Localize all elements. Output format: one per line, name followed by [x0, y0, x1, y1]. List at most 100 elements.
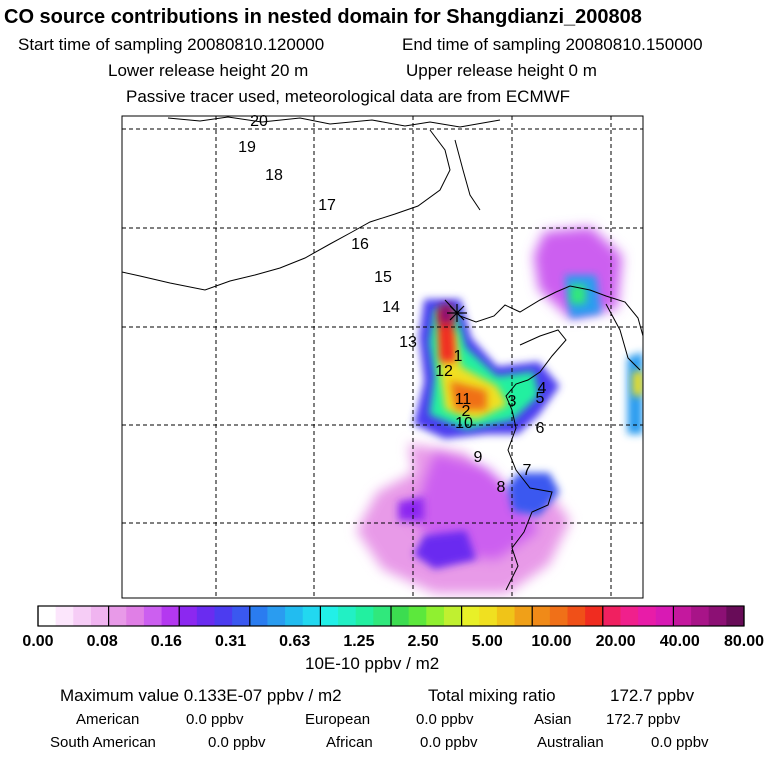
colorbar-swatch — [38, 606, 57, 626]
colorbar-swatch — [285, 606, 304, 626]
australian-value: 0.0 ppbv — [651, 734, 709, 751]
african-value: 0.0 ppbv — [420, 734, 478, 751]
receptor-marker — [449, 305, 465, 321]
trajectory-label: 8 — [497, 479, 506, 496]
colorbar-tick-label: 0.16 — [151, 633, 182, 650]
trajectory-label: 18 — [265, 167, 283, 184]
trajectory-label: 10 — [455, 415, 473, 432]
american-label: American — [76, 711, 140, 728]
trajectory-label: 2 — [462, 403, 471, 420]
field-peak-dark — [439, 304, 453, 324]
trajectory-label: 17 — [318, 197, 336, 214]
african-label: African — [326, 734, 373, 751]
map-frame — [121, 115, 644, 599]
colorbar-swatch — [443, 606, 462, 626]
trajectory-label: 19 — [238, 139, 256, 156]
colorbar-swatch — [373, 606, 392, 626]
colorbar-swatch — [355, 606, 374, 626]
colorbar-swatch — [585, 606, 604, 626]
trajectory-label: 6 — [536, 420, 545, 437]
colorbar-swatch — [567, 606, 586, 626]
colorbar-tick-label: 1.25 — [343, 633, 374, 650]
trajectory-label: 1 — [454, 348, 463, 365]
colorbar-swatch — [179, 606, 198, 626]
border-west — [122, 129, 451, 291]
colorbar-swatch — [673, 606, 692, 626]
colorbar-swatch — [338, 606, 357, 626]
colorbar-swatch — [391, 606, 410, 626]
chart-title: CO source contributions in nested domain… — [4, 6, 642, 28]
colorbar-swatch — [143, 606, 162, 626]
colorbar-tick-label: 80.00 — [724, 633, 764, 650]
field-ne-peak — [570, 284, 586, 304]
trajectory-label: 3 — [508, 393, 517, 410]
field-spot-sw — [398, 496, 425, 521]
total-mixing-label: Total mixing ratio — [428, 686, 556, 705]
european-value: 0.0 ppbv — [416, 711, 474, 728]
colorbar-swatch — [108, 606, 127, 626]
border-north — [167, 116, 501, 128]
colorbar-swatch — [708, 606, 727, 626]
colorbar-swatch — [232, 606, 251, 626]
colorbar-swatch — [320, 606, 339, 626]
colorbar-swatch — [161, 606, 180, 626]
field-plume-core — [450, 381, 487, 410]
colorbar-swatch — [514, 606, 533, 626]
colorbar-tick-label: 2.50 — [408, 633, 439, 650]
australian-label: Australian — [537, 734, 604, 751]
colorbar-tick-label: 5.00 — [472, 633, 503, 650]
trajectory-label: 15 — [374, 269, 392, 286]
colorbar-swatch — [73, 606, 92, 626]
colorbar-swatch — [461, 606, 480, 626]
colorbar-swatch — [214, 606, 233, 626]
south-american-label: South American — [50, 734, 156, 751]
colorbar-tick-label: 0.00 — [22, 633, 53, 650]
sampling-start: Start time of sampling 20080810.120000 — [18, 35, 325, 54]
colorbar-swatch — [479, 606, 498, 626]
colorbar-swatch — [90, 606, 109, 626]
field-ne-outer — [533, 226, 623, 319]
colorbar-swatch — [55, 606, 74, 626]
total-mixing-value: 172.7 ppbv — [610, 686, 695, 705]
colorbar-swatch — [302, 606, 321, 626]
colorbar-swatch — [126, 606, 145, 626]
coast-north-bay — [444, 285, 643, 337]
trajectory-label: 4 — [538, 380, 547, 397]
colorbar-swatch — [620, 606, 639, 626]
colorbar-swatch — [602, 606, 621, 626]
trajectory-label: 7 — [523, 462, 532, 479]
colorbar-tick-label: 0.31 — [215, 633, 246, 650]
trajectory-label: 5 — [536, 390, 545, 407]
asian-label: Asian — [534, 711, 572, 728]
field-spot-south — [413, 530, 477, 570]
colorbar-swatch — [249, 606, 268, 626]
coast-east — [505, 329, 567, 591]
trajectory-label: 14 — [382, 299, 400, 316]
colorbar-tick-label: 40.00 — [660, 633, 700, 650]
colorbar-swatch — [267, 606, 286, 626]
colorbar-swatch — [638, 606, 657, 626]
asian-value: 172.7 ppbv — [606, 711, 681, 728]
colorbar-swatch — [549, 606, 568, 626]
colorbar-swatch — [196, 606, 215, 626]
trajectory-label: 13 — [399, 334, 417, 351]
american-value: 0.0 ppbv — [186, 711, 244, 728]
colorbar-swatch — [655, 606, 674, 626]
tracer-note: Passive tracer used, meteorological data… — [126, 87, 571, 106]
coast-korea — [605, 303, 641, 371]
trajectory-label: 12 — [435, 363, 453, 380]
trajectory-label: 11 — [455, 391, 472, 408]
border-inner — [454, 139, 481, 211]
colorbar-swatch — [426, 606, 445, 626]
colorbar-swatch — [726, 606, 745, 626]
colorbar-swatch — [532, 606, 551, 626]
colorbar-tick-label: 0.63 — [279, 633, 310, 650]
maximum-value: Maximum value 0.133E-07 ppbv / m2 — [60, 686, 342, 705]
trajectory-label: 16 — [351, 236, 369, 253]
colorbar-tick-label: 10.00 — [531, 633, 571, 650]
upper-release-height: Upper release height 0 m — [406, 61, 597, 80]
colorbar-swatch — [691, 606, 710, 626]
colorbar-unit: 10E-10 ppbv / m2 — [305, 654, 440, 673]
colorbar-tick-label: 20.00 — [596, 633, 636, 650]
trajectory-label: 9 — [474, 449, 483, 466]
